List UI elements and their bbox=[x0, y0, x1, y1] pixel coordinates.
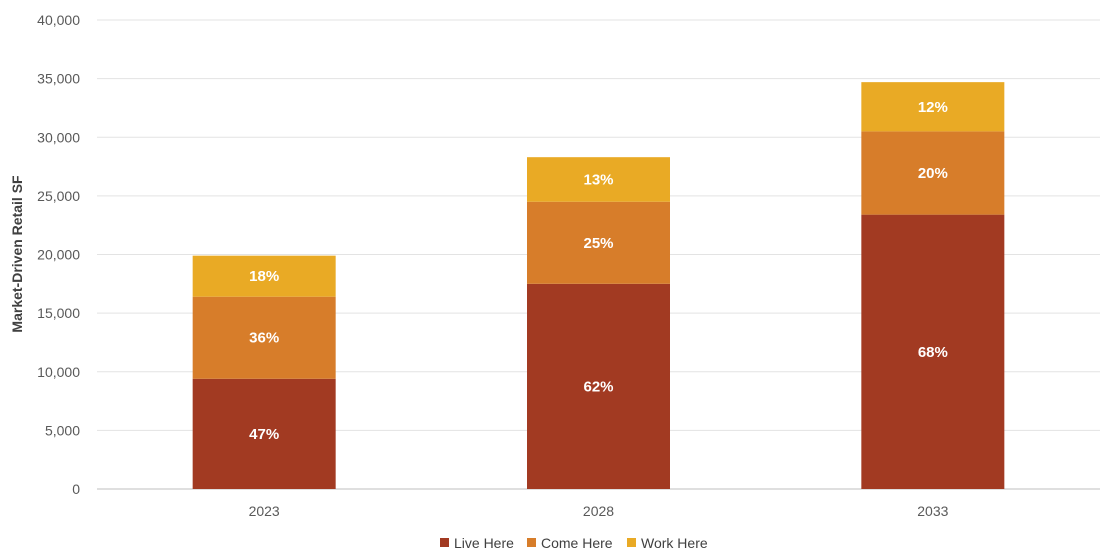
y-tick-label: 30,000 bbox=[37, 129, 80, 145]
legend: Live Here Come Here Work Here bbox=[440, 535, 708, 551]
legend-swatch bbox=[527, 538, 536, 547]
bar-segment-live-here bbox=[861, 214, 1005, 489]
y-tick-label: 25,000 bbox=[37, 188, 80, 204]
x-tick-label: 2033 bbox=[917, 503, 948, 519]
x-tick-label: 2028 bbox=[583, 503, 614, 519]
legend-label: Come Here bbox=[541, 535, 613, 551]
y-tick-label: 40,000 bbox=[37, 12, 80, 28]
bar-segment-come-here bbox=[192, 296, 336, 379]
bar-segment-come-here bbox=[861, 131, 1005, 215]
data-label: 12% bbox=[918, 99, 948, 116]
data-label: 18% bbox=[249, 268, 279, 285]
y-tick-label: 15,000 bbox=[37, 305, 80, 321]
legend-item: Come Here bbox=[527, 535, 613, 551]
y-axis-ticks: 0 5,000 10,000 15,000 20,000 25,000 30,000 35,0… bbox=[37, 12, 80, 497]
data-label: 36% bbox=[249, 330, 279, 347]
legend-item: Work Here bbox=[627, 535, 708, 551]
legend-item: Live Here bbox=[440, 535, 514, 551]
data-label: 13% bbox=[583, 171, 613, 188]
bar-segment-work-here bbox=[861, 82, 1005, 132]
bars: 47% 36% 18% 62% 25% 13% 68% 20% 12% bbox=[192, 82, 1005, 489]
x-tick-label: 2023 bbox=[249, 503, 280, 519]
data-label: 47% bbox=[249, 426, 279, 443]
y-tick-label: 35,000 bbox=[37, 71, 80, 87]
legend-label: Work Here bbox=[641, 535, 708, 551]
legend-swatch bbox=[440, 538, 449, 547]
legend-swatch bbox=[627, 538, 636, 547]
bar-segment-work-here bbox=[192, 255, 336, 297]
y-tick-label: 20,000 bbox=[37, 247, 80, 263]
y-tick-label: 10,000 bbox=[37, 364, 80, 380]
bar-segment-live-here bbox=[192, 378, 336, 489]
data-label: 68% bbox=[918, 344, 948, 361]
data-label: 62% bbox=[583, 378, 613, 395]
y-tick-label: 0 bbox=[72, 481, 80, 497]
y-axis-label: Market-Driven Retail SF bbox=[9, 175, 25, 333]
data-label: 20% bbox=[918, 165, 948, 182]
data-label: 25% bbox=[583, 235, 613, 252]
bar-segment-work-here bbox=[527, 157, 670, 202]
bar-segment-live-here bbox=[527, 283, 670, 489]
bar-segment-come-here bbox=[527, 201, 670, 284]
legend-label: Live Here bbox=[454, 535, 514, 551]
x-axis-ticks: 2023 2028 2033 bbox=[249, 503, 949, 519]
y-tick-label: 5,000 bbox=[45, 422, 80, 438]
